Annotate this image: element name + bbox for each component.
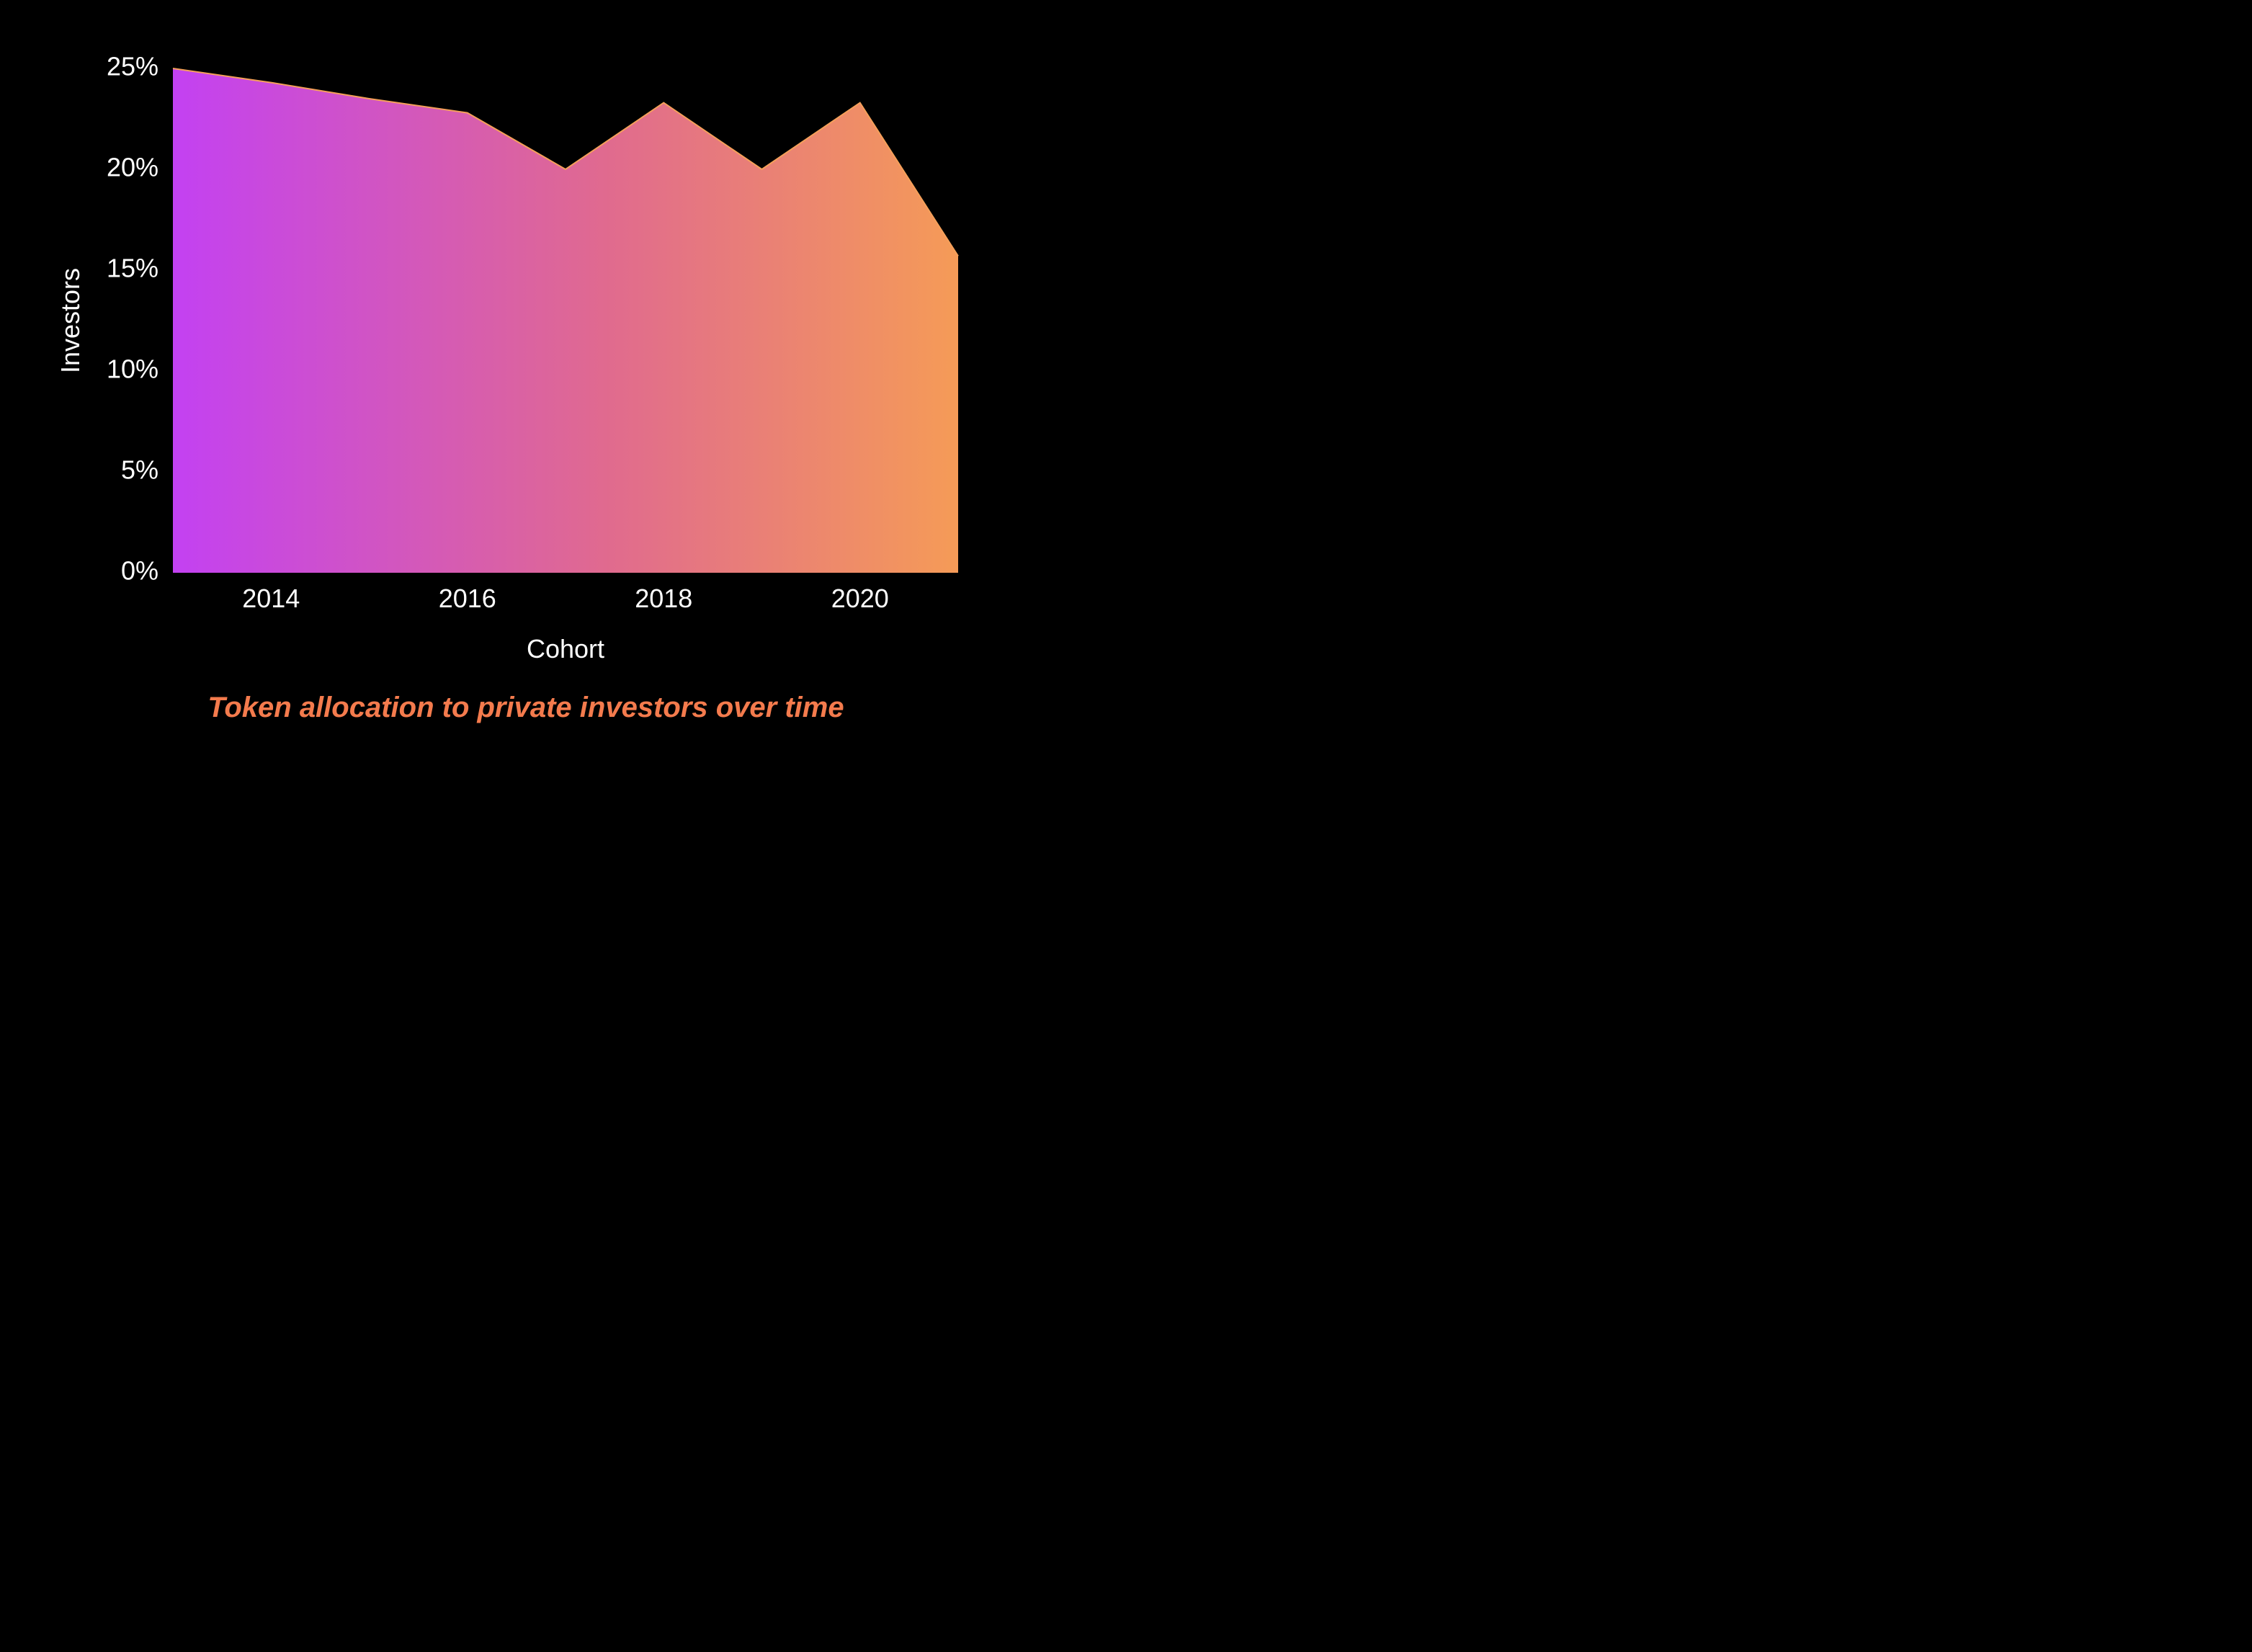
y-tick-label: 10% bbox=[107, 354, 158, 384]
y-axis-label: Investors bbox=[55, 268, 85, 373]
y-tick-label: 0% bbox=[121, 556, 158, 586]
x-tick-label: 2016 bbox=[439, 584, 496, 613]
y-axis-ticks: 0% 5% 10% 15% 20% 25% bbox=[107, 52, 158, 586]
x-tick-label: 2014 bbox=[242, 584, 300, 613]
x-axis-label: Cohort bbox=[527, 634, 604, 664]
x-tick-label: 2020 bbox=[831, 584, 889, 613]
y-tick-label: 25% bbox=[107, 52, 158, 81]
area-fill bbox=[173, 68, 958, 573]
y-tick-label: 15% bbox=[107, 254, 158, 283]
area-chart-svg: 0% 5% 10% 15% 20% 25% 2014 2016 2018 2020 Invest… bbox=[0, 0, 1052, 772]
chart-container: 0% 5% 10% 15% 20% 25% 2014 2016 2018 2020 Invest… bbox=[0, 0, 1052, 772]
x-axis-ticks: 2014 2016 2018 2020 bbox=[242, 584, 889, 613]
chart-page: 0% 5% 10% 15% 20% 25% 2014 2016 2018 2020 Invest… bbox=[0, 0, 1052, 772]
y-tick-label: 5% bbox=[121, 455, 158, 485]
x-tick-label: 2018 bbox=[635, 584, 692, 613]
chart-caption: Token allocation to private investors ov… bbox=[207, 692, 844, 723]
y-tick-label: 20% bbox=[107, 153, 158, 182]
